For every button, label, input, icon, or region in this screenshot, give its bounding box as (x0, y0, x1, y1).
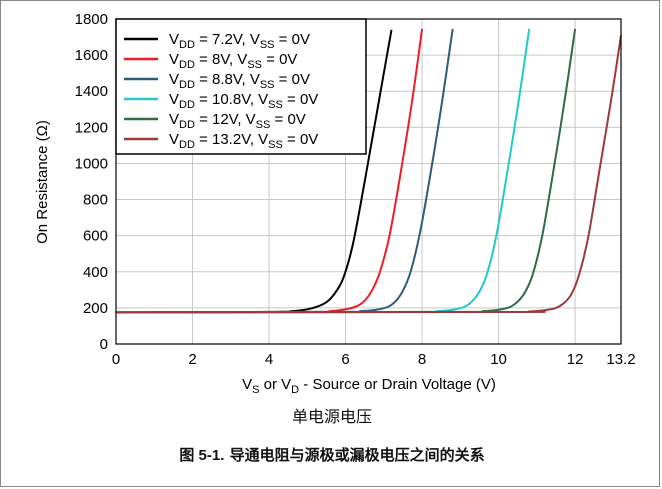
y-tick-label: 1600 (75, 47, 108, 64)
x-tick-label: 13.2 (606, 351, 635, 368)
x-axis-label: VS or VD - Source or Drain Voltage (V) (242, 376, 496, 396)
y-tick-label: 1800 (75, 11, 108, 28)
figure-title: 导通电阻与源极或漏极电压之间的关系 (229, 446, 485, 464)
y-tick-label: 800 (83, 192, 108, 209)
y-tick-label: 200 (83, 300, 108, 317)
plot-border (115, 18, 622, 345)
figure-number: 图 5-1. (179, 447, 225, 464)
y-tick-label: 400 (83, 264, 108, 281)
on-resistance-chart: 0 200 400 600 800 1000 1200 1400 1600 1800 0 2 4 6 8 1… (34, 11, 636, 396)
legend-label-2: VDD = 8V, VSS = 0V (169, 51, 297, 71)
series-lines (115, 28, 622, 314)
legend-label-1: VDD = 7.2V, VSS = 0V (169, 31, 310, 51)
chart-subtitle: 单电源电压 (291, 407, 372, 426)
y-tick-label: 600 (83, 228, 108, 245)
y-axis-label: On Resistance (Ω) (34, 120, 51, 244)
y-tick-label: 0 (100, 336, 108, 353)
y-tick-label: 1400 (75, 83, 108, 100)
y-tick-label: 1200 (75, 119, 108, 136)
x-tick-label: 2 (188, 351, 196, 368)
x-tick-label: 6 (341, 351, 349, 368)
x-tick-label: 12 (567, 351, 584, 368)
x-tick-label: 8 (418, 351, 426, 368)
x-tick-label: 0 (112, 351, 120, 368)
y-tick-label: 1000 (75, 155, 108, 172)
figure-caption: 图 5-1. 导通电阻与源极或漏极电压之间的关系 (1, 444, 662, 465)
legend-label-5: VDD = 12V, VSS = 0V (169, 111, 306, 131)
legend-label-6: VDD = 13.2V, VSS = 0V (169, 131, 318, 151)
x-tick-labels: 0 2 4 6 8 10 12 13.2 (112, 351, 636, 368)
legend-label-4: VDD = 10.8V, VSS = 0V (169, 91, 318, 111)
x-tick-label: 4 (265, 351, 273, 368)
legend-label-3: VDD = 8.8V, VSS = 0V (169, 71, 310, 91)
y-tick-labels: 0 200 400 600 800 1000 1200 1400 1600 1800 (75, 11, 108, 353)
x-tick-label: 10 (490, 351, 507, 368)
legend-box (115, 18, 367, 155)
series-line-6 (115, 35, 622, 314)
